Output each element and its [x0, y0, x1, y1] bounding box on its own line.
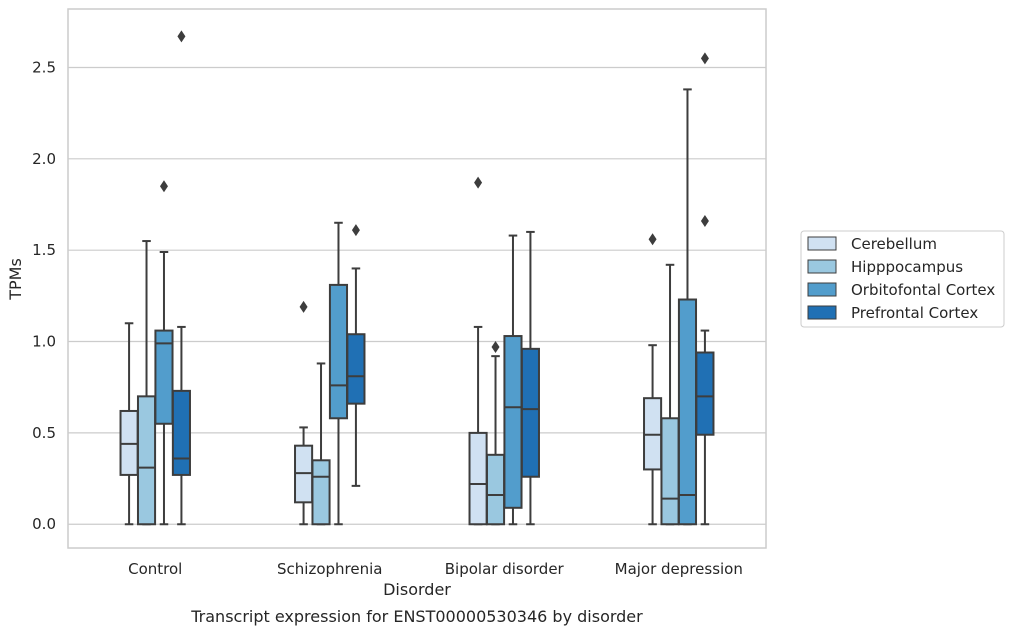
box-hipppocampus: [485, 341, 506, 526]
box-iqr: [677, 298, 698, 526]
y-tick-label: 2.0: [32, 150, 56, 168]
box-orbitofontal-cortex: [328, 221, 349, 526]
box-orbitofontal-cortex: [154, 180, 174, 526]
chart-caption: Transcript expression for ENST0000053034…: [190, 607, 643, 626]
y-tick-label: 1.0: [32, 333, 56, 351]
box-prefrontal-cortex: [695, 52, 715, 526]
x-tick-label: Control: [128, 560, 182, 578]
box-iqr: [311, 459, 331, 526]
box-hipppocampus: [311, 362, 331, 526]
outlier-point: [474, 176, 483, 189]
box-prefrontal-cortex: [171, 30, 191, 526]
box-prefrontal-cortex: [346, 224, 366, 487]
box-iqr: [468, 431, 488, 526]
box-iqr: [695, 351, 715, 436]
box-iqr: [154, 329, 174, 425]
x-axis-label: Disorder: [383, 580, 451, 599]
outlier-point: [700, 52, 709, 65]
outlier-point: [491, 341, 500, 354]
legend: Cerebellum Hipppocampus Orbitofontal Corte…: [800, 230, 1005, 328]
box-orbitofontal-cortex: [677, 88, 698, 526]
x-axis-ticks: Control Schizophrenia Bipolar disorder Majo…: [128, 560, 743, 578]
x-tick-label: Schizophrenia: [277, 560, 382, 578]
outlier-point: [648, 233, 657, 246]
box-iqr: [328, 283, 349, 420]
y-tick-label: 0.5: [32, 424, 56, 442]
outlier-point: [159, 180, 168, 193]
box-iqr: [346, 333, 366, 405]
box-prefrontal-cortex: [520, 230, 540, 526]
box-cerebellum: [119, 322, 139, 526]
box-groups: [119, 30, 715, 526]
box-iqr: [136, 395, 157, 526]
outlier-point: [177, 30, 186, 43]
outlier-point: [299, 300, 308, 313]
outlier-point: [351, 224, 360, 237]
box-cerebellum: [294, 300, 314, 526]
legend-label: Prefrontal Cortex: [851, 304, 978, 322]
legend-label: Orbitofontal Cortex: [851, 281, 995, 299]
plot-frame: [67, 8, 767, 549]
y-axis-label: TPMs: [6, 258, 25, 301]
box-hipppocampus: [136, 240, 157, 526]
box-iqr: [520, 347, 540, 478]
y-tick-label: 0.0: [32, 515, 56, 533]
legend-swatch: [807, 236, 837, 251]
x-tick-label: Bipolar disorder: [445, 560, 565, 578]
y-tick-label: 2.5: [32, 58, 56, 76]
box-cerebellum: [468, 176, 488, 526]
box-orbitofontal-cortex: [503, 234, 523, 526]
box-iqr: [503, 335, 523, 509]
box-iqr: [171, 389, 191, 476]
box-iqr: [660, 417, 680, 526]
box-hipppocampus: [660, 263, 680, 526]
legend-label: Hipppocampus: [851, 258, 963, 276]
legend-swatch: [807, 305, 837, 320]
legend-label: Cerebellum: [851, 235, 937, 253]
legend-frame: [800, 230, 1005, 328]
box-iqr: [485, 453, 506, 526]
y-axis-ticks: 0.0 0.5 1.0 1.5 2.0 2.5: [32, 58, 56, 533]
box-cerebellum: [643, 233, 663, 526]
legend-swatch: [807, 282, 837, 297]
y-tick-label: 1.5: [32, 241, 56, 259]
x-tick-label: Major depression: [615, 560, 743, 578]
legend-swatch: [807, 259, 837, 274]
outlier-point: [700, 214, 709, 227]
